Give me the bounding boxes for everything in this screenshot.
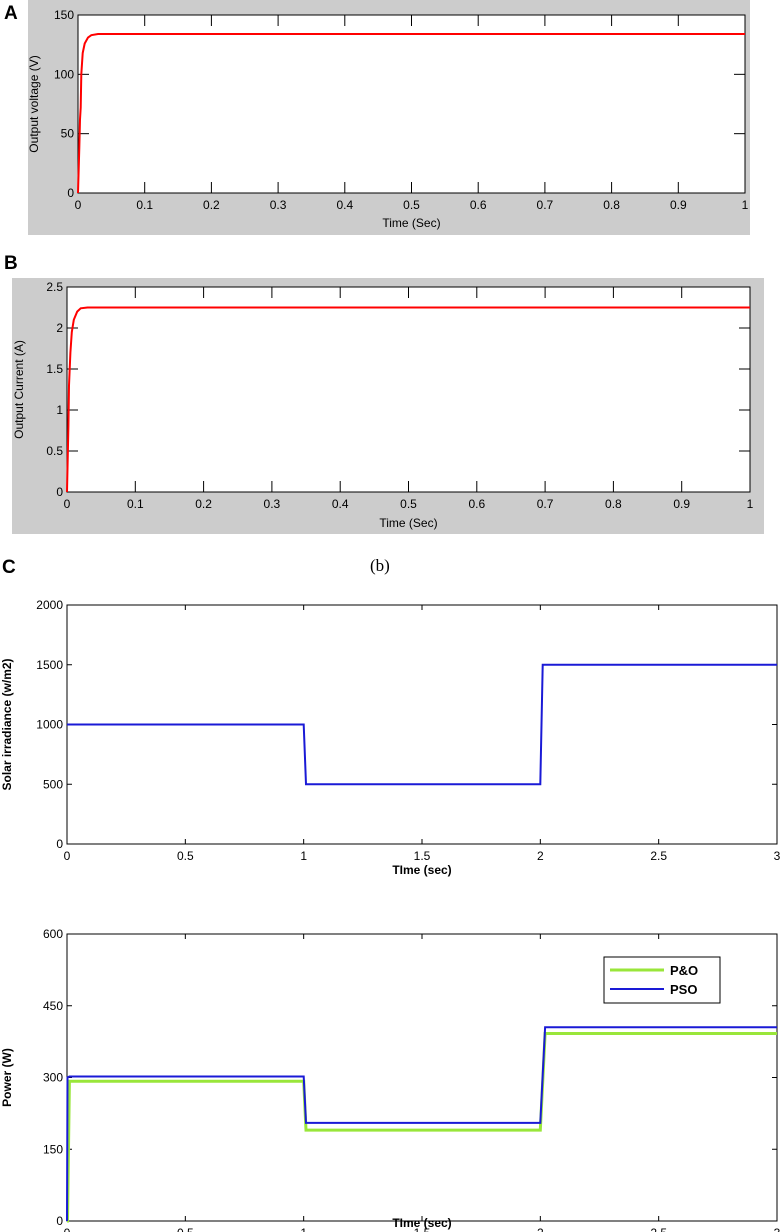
series-line [66,306,750,493]
y-tick-label: 0 [56,1214,63,1228]
x-tick-label: 2 [537,1226,544,1232]
x-tick-label: 0 [75,198,82,212]
x-tick-label: 1.5 [414,849,431,863]
x-tick-label: 0 [64,849,71,863]
x-tick-label: 0 [64,497,71,511]
x-tick-label: 0.8 [605,497,622,511]
x-tick-label: 0.1 [127,497,144,511]
panel-label-c: C [2,557,16,578]
y-tick-label: 0.5 [46,444,63,458]
y-tick-label: 0 [67,186,74,200]
x-tick-label: 0.3 [270,198,287,212]
y-tick-label: 50 [61,127,75,141]
x-tick-label: 0 [64,1226,71,1232]
series-line-pso [66,1026,777,1222]
chart-c1: 0 0.5 1 1.5 2 2.5 3 0 500 1000 1500 2000 TIme (sec) S… [0,598,781,877]
y-tick-label: 2000 [36,598,63,612]
x-tick-label: 1.5 [414,1226,431,1232]
chart-b: 0 0.1 0.2 0.3 0.4 0.5 0.6 0.7 0.8 0.9 1 0 0.5 1 1.5 2 2.… [12,278,764,534]
x-tick-label: 2.5 [650,849,667,863]
x-tick-label: 0.2 [203,198,220,212]
legend: P&O PSO [603,956,721,1004]
x-tick-label: 1 [747,497,754,511]
y-axis-label: Solar irradiance (w/m2) [0,658,14,790]
x-tick-label: 0.5 [177,1226,194,1232]
x-axis-label: Time (Sec) [382,216,440,230]
y-tick-label: 1.5 [46,362,63,376]
legend-box [603,956,721,1004]
x-tick-label: 1 [742,198,749,212]
x-tick-label: 3 [774,1226,781,1232]
plot-area [66,286,751,493]
chart-c2: 0 0.5 1 1.5 2 2.5 3 0 150 300 450 600 TIme (sec) Powe… [0,927,781,1232]
panel-label-b: B [4,253,18,274]
panel-label-a: A [4,3,18,24]
series-line [67,663,777,786]
y-tick-label: 500 [43,777,63,791]
x-tick-label: 0.9 [670,198,687,212]
y-tick-label: 150 [54,8,74,22]
x-tick-label: 0.6 [468,497,485,511]
x-tick-label: 0.1 [136,198,153,212]
x-tick-label: 0.7 [537,198,554,212]
x-tick-label: 0.5 [400,497,417,511]
x-tick-label: 1 [300,1226,307,1232]
chart-a: 0 0.1 0.2 0.3 0.4 0.5 0.6 0.7 0.8 0.9 1 0 50 100 150 Ti… [27,0,750,235]
legend-entry: PSO [670,982,697,997]
x-tick-label: 2.5 [650,1226,667,1232]
y-tick-label: 2.5 [46,280,63,294]
y-tick-label: 150 [43,1142,63,1156]
x-tick-label: 0.3 [264,497,281,511]
x-tick-label: 0.5 [403,198,420,212]
y-tick-label: 1500 [36,658,63,672]
x-tick-label: 0.4 [332,497,349,511]
y-tick-label: 1 [56,403,63,417]
x-tick-label: 0.6 [470,198,487,212]
x-axis-label: Time (Sec) [379,516,437,530]
x-tick-label: 2 [537,849,544,863]
y-tick-label: 0 [56,485,63,499]
y-tick-label: 0 [56,837,63,851]
x-tick-label: 0.2 [195,497,212,511]
series-line [77,33,745,194]
plot-area [77,14,746,194]
x-axis-label: TIme (sec) [392,1216,451,1230]
x-tick-label: 0.9 [673,497,690,511]
x-tick-label: 3 [774,849,781,863]
y-axis-label: Output Current (A) [12,340,26,439]
legend-entry: P&O [670,963,698,978]
y-axis-label: Output voltage (V) [27,55,41,152]
x-tick-label: 0.4 [336,198,353,212]
x-tick-label: 0.8 [603,198,620,212]
panel-b-caption: (b) [370,556,390,575]
y-tick-label: 1000 [36,718,63,732]
x-tick-label: 0.5 [177,849,194,863]
y-tick-label: 100 [54,67,74,81]
y-tick-label: 450 [43,999,63,1013]
x-tick-label: 0.7 [537,497,554,511]
x-axis-label: TIme (sec) [392,863,451,877]
y-tick-label: 600 [43,927,63,941]
y-tick-label: 2 [56,321,63,335]
x-tick-label: 1 [300,849,307,863]
y-tick-label: 300 [43,1071,63,1085]
y-axis-label: Power (W) [0,1048,14,1107]
